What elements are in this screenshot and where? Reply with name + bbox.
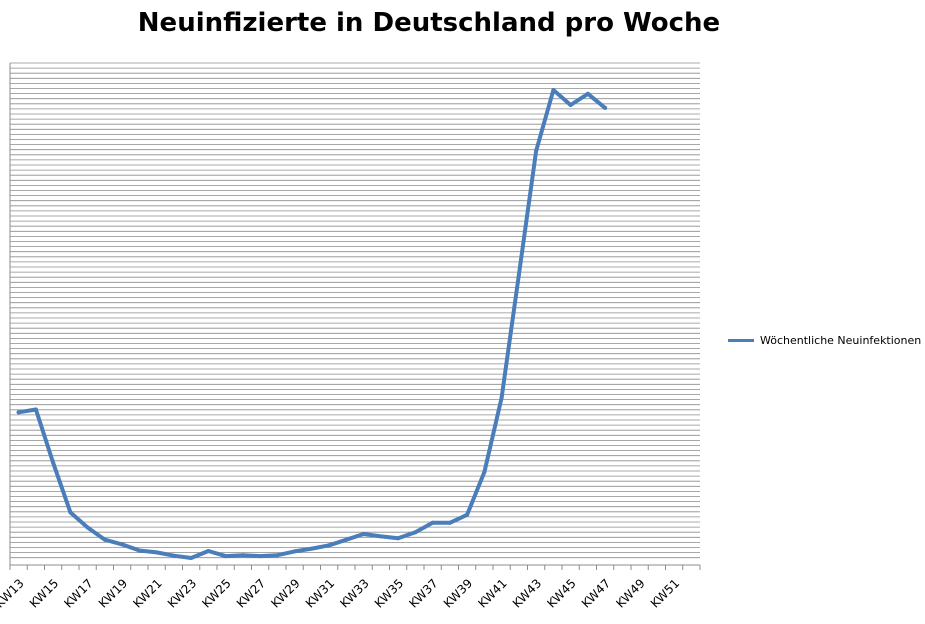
data-point [275,553,280,558]
data-point [534,149,539,154]
x-tick-label: KW35 [372,576,406,610]
data-point [51,460,56,465]
x-tick-label: KW29 [268,576,302,610]
gridlines [10,62,700,559]
x-tick-label: KW37 [406,576,440,610]
x-tick-label: KW31 [303,576,337,610]
data-point [33,407,38,412]
x-tick-label: KW39 [441,576,475,610]
data-point [292,549,297,554]
data-point [16,410,21,415]
x-tick-label: KW17 [61,576,95,610]
data-point [240,553,245,558]
x-tick-label: KW25 [199,576,233,610]
data-point [378,534,383,539]
chart-title: Neuinfizierte in Deutschland pro Woche [137,8,721,38]
data-point [102,537,107,542]
legend: Wöchentliche Neuinfektionen [728,331,921,349]
legend-swatch [728,338,754,342]
data-point [309,546,314,551]
data-point [551,88,556,92]
legend-label: Wöchentliche Neuinfektionen [760,333,922,347]
x-tick-label: KW27 [234,576,268,610]
data-point [396,536,401,541]
data-point [258,554,263,559]
data-point [344,537,349,542]
data-point [499,395,504,400]
x-tick-label: KW23 [165,576,199,610]
data-point [516,272,521,277]
x-tick-label: KW51 [648,576,682,610]
data-point [223,554,228,559]
x-tick-labels: KW13 KW15 KW17 KW19 KW21 KW23 KW25 KW27 KW29 KW31… [0,576,682,610]
data-point [154,550,159,555]
x-tick-label: KW33 [337,576,371,610]
data-point [120,542,125,547]
x-tick-label: KW43 [510,576,544,610]
data-point [447,520,452,525]
data-point [206,549,211,553]
data-point [137,548,142,553]
data-point [430,520,435,525]
data-point [171,553,176,558]
x-tick-label: KW19 [96,576,130,610]
x-tick-label: KW47 [579,576,613,610]
x-tick-label: KW15 [27,576,61,610]
x-tick-label: KW13 [0,576,27,610]
series-layer [16,88,608,560]
axes [9,63,701,570]
data-point [85,525,90,530]
x-tick-label: KW45 [544,576,578,610]
data-point [585,91,590,96]
data-point [361,532,366,536]
data-point [465,512,470,517]
x-tick-label: KW21 [130,576,164,610]
x-tick-label: KW41 [475,576,509,610]
data-point [603,105,608,110]
data-point [413,530,418,535]
data-point [189,556,194,560]
x-tick-label: KW49 [613,576,647,610]
data-point [568,103,573,107]
data-point [68,510,73,515]
data-point [482,470,487,474]
data-point [327,543,332,548]
